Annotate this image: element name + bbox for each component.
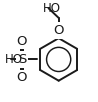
Text: O: O: [17, 35, 27, 48]
Text: O: O: [53, 24, 64, 37]
Text: HO: HO: [43, 2, 61, 15]
Text: HO: HO: [5, 53, 23, 66]
Text: O: O: [17, 71, 27, 84]
Text: S: S: [18, 53, 26, 66]
